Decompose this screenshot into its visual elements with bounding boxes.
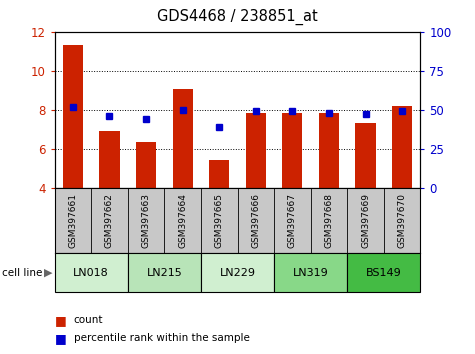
Text: GDS4468 / 238851_at: GDS4468 / 238851_at: [157, 9, 318, 25]
Bar: [63, 45, 83, 188]
Bar: [136, 142, 156, 188]
Text: count: count: [74, 315, 103, 325]
Text: LN215: LN215: [146, 268, 182, 278]
Text: LN018: LN018: [73, 268, 109, 278]
Text: GSM397661: GSM397661: [68, 193, 77, 248]
Text: GSM397667: GSM397667: [288, 193, 297, 248]
Text: ▶: ▶: [44, 268, 52, 278]
Text: GSM397662: GSM397662: [105, 193, 114, 248]
Text: GSM397663: GSM397663: [142, 193, 151, 248]
Text: GSM397670: GSM397670: [398, 193, 407, 248]
Bar: [55, 253, 128, 292]
Text: LN319: LN319: [293, 268, 329, 278]
Text: LN229: LN229: [219, 268, 256, 278]
Bar: [99, 131, 120, 188]
Bar: [319, 113, 339, 188]
Bar: [355, 124, 376, 188]
Text: GSM397669: GSM397669: [361, 193, 370, 248]
Bar: [282, 113, 303, 188]
Text: ■: ■: [55, 314, 66, 327]
Text: GSM397668: GSM397668: [324, 193, 333, 248]
Text: cell line: cell line: [2, 268, 43, 278]
Text: ■: ■: [55, 332, 66, 344]
Text: GSM397666: GSM397666: [251, 193, 260, 248]
Bar: [347, 253, 420, 292]
Bar: [209, 160, 229, 188]
Bar: [274, 253, 347, 292]
Bar: [172, 89, 193, 188]
Bar: [246, 113, 266, 188]
Text: GSM397664: GSM397664: [178, 193, 187, 248]
Bar: [128, 253, 201, 292]
Bar: [201, 253, 274, 292]
Bar: [392, 106, 412, 188]
Text: BS149: BS149: [366, 268, 402, 278]
Text: GSM397665: GSM397665: [215, 193, 224, 248]
Text: percentile rank within the sample: percentile rank within the sample: [74, 333, 249, 343]
